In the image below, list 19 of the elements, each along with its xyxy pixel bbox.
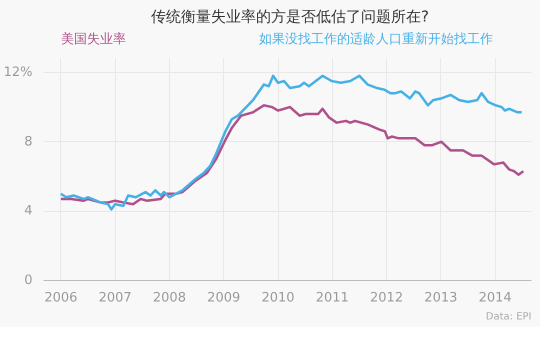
x-tick-label: 2006 bbox=[44, 290, 78, 306]
y-tick-label: 12% bbox=[4, 64, 33, 80]
y-tick-label: 8 bbox=[24, 134, 33, 150]
x-tick-label: 2011 bbox=[316, 290, 349, 306]
x-tick-label: 2012 bbox=[370, 290, 404, 306]
text: Data: EPI bbox=[486, 312, 532, 322]
x-tick-label: 2008 bbox=[152, 290, 186, 306]
text: 如果没找工作的适龄人口重新开始找工作 bbox=[259, 31, 493, 48]
x-tick-label: 2013 bbox=[424, 290, 458, 306]
line-series bbox=[60, 74, 523, 211]
line-series bbox=[60, 104, 525, 206]
x-tick-label: 2007 bbox=[98, 290, 132, 306]
y-tick-label: 4 bbox=[24, 204, 33, 219]
x-tick-label: 2014 bbox=[478, 290, 512, 306]
x-tick-label: 2010 bbox=[261, 290, 295, 306]
text: 美国失业率 bbox=[61, 31, 126, 48]
chart-title: 传统衡量失业率的方是否低估了问题所在? bbox=[151, 8, 429, 26]
x-tick-label: 2009 bbox=[207, 290, 240, 306]
y-tick-label: 0 bbox=[24, 273, 33, 288]
